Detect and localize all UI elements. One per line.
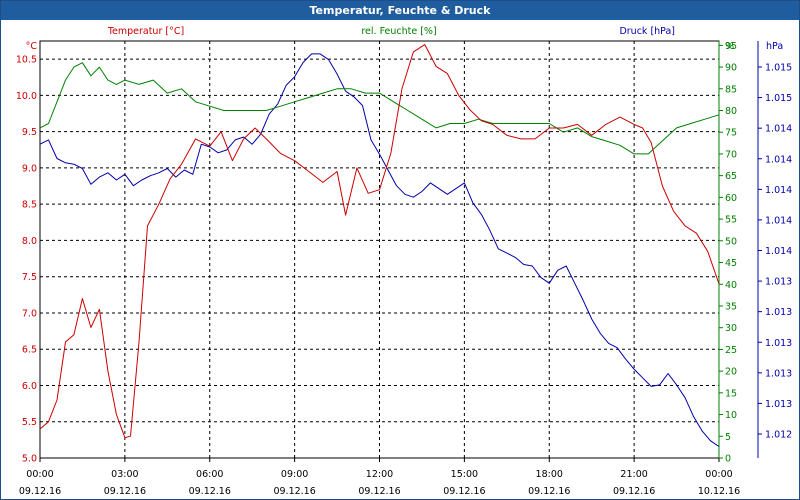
pressure-tick-label: 1.014 [765, 246, 792, 257]
pressure-tick-label: 1.014 [765, 154, 792, 165]
x-tick-label-time: 03:00 [111, 469, 138, 480]
temperature-tick-label: 7.5 [22, 272, 37, 283]
humidity-tick-label: 75 [725, 128, 737, 139]
humidity-tick-label: 25 [725, 345, 737, 356]
x-tick-label-time: 09:00 [281, 469, 308, 480]
temperature-tick-label: 6.0 [22, 381, 37, 392]
humidity-tick-label: 0 [725, 454, 731, 465]
humidity-tick-label: 15 [725, 388, 737, 399]
humidity-tick-label: 50 [725, 236, 737, 247]
x-tick-label-date: 09.12.16 [358, 486, 400, 497]
pressure-tick-label: 1.013 [765, 399, 792, 410]
temperature-tick-label: 7.0 [22, 308, 37, 319]
series-line-pressure [39, 53, 720, 447]
pressure-tick-label: 1.015 [765, 93, 792, 104]
temperature-tick-label: 6.5 [22, 345, 37, 356]
x-tick-label-time: 15:00 [451, 469, 478, 480]
pressure-tick-label: 1.014 [765, 215, 792, 226]
humidity-tick-label: 5 [725, 432, 731, 443]
pressure-tick-label: 1.013 [765, 338, 792, 349]
temperature-tick-label: 5.5 [22, 417, 37, 428]
pressure-tick-label: 1.013 [765, 277, 792, 288]
humidity-tick-label: 80 [725, 106, 737, 117]
series-line-temperature [39, 44, 720, 439]
x-tick-label-date: 09.12.16 [528, 486, 570, 497]
x-tick-label-date: 09.12.16 [273, 486, 315, 497]
humidity-tick-label: 20 [725, 367, 737, 378]
x-tick-label-time: 18:00 [536, 469, 563, 480]
temperature-tick-label: 8.5 [22, 200, 37, 211]
series-line-humidity [39, 62, 720, 155]
temperature-tick-label: 5.0 [22, 454, 37, 465]
temperature-tick-label: 9.5 [22, 127, 37, 138]
humidity-tick-label: 35 [725, 301, 737, 312]
humidity-tick-label: 30 [725, 323, 737, 334]
x-tick-label-date: 09.12.16 [19, 486, 61, 497]
humidity-tick-label: 90 [725, 63, 737, 74]
pressure-unit-label: hPa [766, 41, 783, 52]
humidity-tick-label: 55 [725, 215, 737, 226]
humidity-unit-label: % [725, 41, 734, 52]
pressure-tick-label: 1.013 [765, 307, 792, 318]
humidity-tick-label: 45 [725, 258, 737, 269]
plot-area [39, 40, 720, 459]
x-tick-label-time: 12:00 [366, 469, 393, 480]
pressure-tick-label: 1.013 [765, 368, 792, 379]
pressure-tick-label: 1.014 [765, 124, 792, 135]
temperature-tick-label: 10.0 [16, 91, 37, 102]
humidity-tick-label: 85 [725, 84, 737, 95]
humidity-tick-label: 60 [725, 193, 737, 204]
humidity-tick-label: 10 [725, 410, 737, 421]
x-tick-label-date: 10.12.16 [698, 486, 740, 497]
x-tick-label-date: 09.12.16 [443, 486, 485, 497]
x-tick-label-time: 06:00 [196, 469, 223, 480]
x-tick-label-time: 21:00 [620, 469, 647, 480]
humidity-tick-label: 95 [725, 41, 737, 52]
legend-entry: Druck [hPa] [619, 26, 675, 37]
x-tick-label-date: 09.12.16 [104, 486, 146, 497]
chart-title: Temperatur, Feuchte & Druck [1, 1, 799, 20]
humidity-tick-label: 65 [725, 171, 737, 182]
x-tick-label-date: 09.12.16 [189, 486, 231, 497]
pressure-tick-label: 1.015 [765, 63, 792, 74]
legend-entry: Temperatur [°C] [107, 26, 184, 37]
humidity-tick-label: 70 [725, 149, 737, 160]
x-tick-label-date: 09.12.16 [613, 486, 655, 497]
temperature-tick-label: 10.5 [16, 55, 37, 66]
humidity-tick-label: 40 [725, 280, 737, 291]
x-tick-label-time: 00:00 [705, 469, 732, 480]
pressure-tick-label: 1.014 [765, 185, 792, 196]
temperature-unit-label: °C [26, 41, 38, 52]
temperature-tick-label: 8.0 [22, 236, 37, 247]
pressure-tick-label: 1.012 [765, 430, 792, 441]
x-tick-label-time: 00:00 [26, 469, 53, 480]
temperature-tick-label: 9.0 [22, 163, 37, 174]
legend-entry: rel. Feuchte [%] [361, 26, 436, 37]
